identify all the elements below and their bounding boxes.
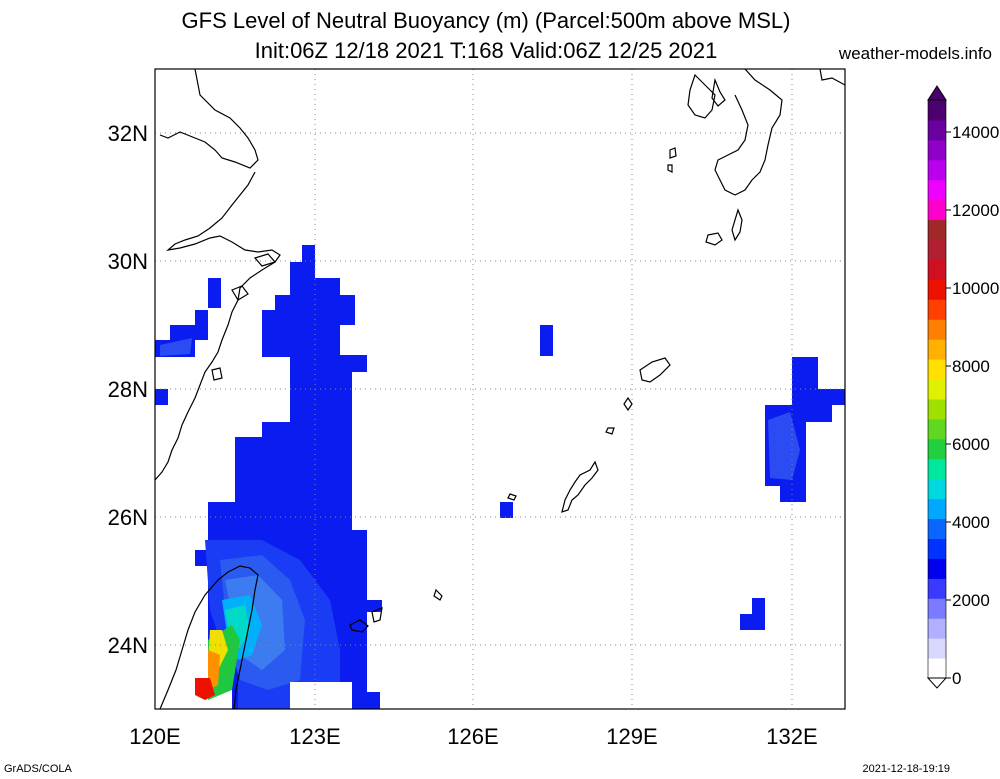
map-grid [155, 69, 845, 709]
colorbar-swatch [928, 100, 946, 121]
lon-label-120e: 120E [129, 724, 180, 749]
lon-label-123e: 123E [289, 724, 340, 749]
island-goto [667, 147, 677, 173]
field-region-nw-shade [160, 338, 192, 356]
colorbar-frame [927, 99, 947, 679]
lat-tick-labels: 32N 30N 28N 26N 24N [108, 121, 148, 658]
colorbar-swatch [928, 598, 946, 619]
field-region-white-gap [290, 682, 352, 709]
colorbar-swatch [928, 159, 946, 181]
field-region-small-4 [500, 502, 513, 518]
island-amami [639, 357, 671, 383]
colorbar-swatch [928, 359, 946, 380]
cb-label-14000: 14000 [952, 123, 999, 142]
colorbar-swatch [928, 279, 946, 300]
chart-title: GFS Level of Neutral Buoyancy (m) (Parce… [181, 8, 791, 33]
cb-label-4000: 4000 [952, 513, 990, 532]
lon-tick-labels: 120E 123E 126E 129E 132E [129, 724, 817, 749]
cb-label-0: 0 [952, 669, 961, 688]
colorbar-swatch [928, 658, 946, 679]
cb-label-2000: 2000 [952, 591, 990, 610]
island-okinoerabu [605, 427, 615, 435]
colorbar-swatch [928, 638, 946, 659]
plot-frame [154, 68, 846, 710]
coast-taiwan [159, 565, 259, 709]
colorbar-swatch [928, 239, 946, 260]
colorbar-swatch [928, 498, 946, 520]
colorbar-swatch [928, 538, 946, 559]
lat-label-30n: 30N [108, 249, 148, 274]
lon-label-132e: 132E [766, 724, 817, 749]
island-ishigaki [349, 607, 383, 633]
coast-kyushu [687, 69, 845, 196]
colorbar-swatch [928, 398, 946, 420]
field-region-orange [208, 650, 220, 690]
cb-label-10000: 10000 [952, 279, 999, 298]
island-miyako [433, 588, 443, 601]
colorbar-swatch [928, 139, 946, 161]
island-tanegashima [731, 208, 743, 242]
colorbar-swatch [928, 578, 946, 599]
field-region-se [740, 598, 765, 630]
colorbar-swatch [928, 179, 946, 201]
colorbar-swatch [928, 618, 946, 639]
footer-software: GrADS/COLA [4, 763, 72, 775]
chart-subtitle: Init:06Z 12/18 2021 T:168 Valid:06Z 12/2… [254, 38, 718, 63]
colorbar-swatch [928, 379, 946, 400]
lon-label-129e: 129E [606, 724, 657, 749]
field-region-small-1 [208, 278, 221, 308]
island-okinawa [561, 460, 599, 513]
colorbar-swatch [928, 339, 946, 360]
lat-label-32n: 32N [108, 121, 148, 146]
colorbar-swatch [928, 478, 946, 500]
footer-timestamp: 2021-12-18-19:19 [862, 763, 950, 775]
cb-label-8000: 8000 [952, 357, 990, 376]
colorbar-swatch [928, 299, 946, 320]
cb-label-6000: 6000 [952, 435, 990, 454]
colorbar-swatch [928, 199, 946, 221]
colorbar-swatch [928, 518, 946, 539]
lon-label-126e: 126E [447, 724, 498, 749]
colorbar-swatch [928, 458, 946, 480]
colorbar-labels: 0 2000 4000 6000 8000 10000 12000 14000 [952, 123, 999, 688]
coastlines [155, 69, 845, 709]
field-region-small-3 [540, 325, 553, 356]
field-region-red [195, 678, 215, 700]
site-credit: weather-models.info [838, 44, 992, 63]
colorbar-bottom-arrow [926, 677, 948, 689]
colorbar-swatch [928, 418, 946, 440]
buoyancy-field [155, 245, 845, 709]
coast-china [155, 69, 281, 481]
lat-label-26n: 26N [108, 505, 148, 530]
colorbar-swatch [928, 438, 946, 460]
cb-label-12000: 12000 [952, 201, 999, 220]
island-tokunoshima [623, 396, 633, 412]
colorbar-swatch [928, 219, 946, 241]
lat-label-24n: 24N [108, 633, 148, 658]
colorbar-swatch [928, 319, 946, 340]
lat-label-28n: 28N [108, 377, 148, 402]
colorbar-top-arrow [927, 85, 947, 101]
colorbar-swatch [928, 558, 946, 579]
colorbar [926, 85, 951, 689]
island-yakushima [705, 232, 723, 246]
island-kume [507, 493, 517, 501]
colorbar-swatch [928, 259, 946, 280]
island-zhoushan [211, 253, 277, 381]
colorbar-swatch [928, 119, 946, 141]
field-region-small-2 [155, 389, 168, 405]
